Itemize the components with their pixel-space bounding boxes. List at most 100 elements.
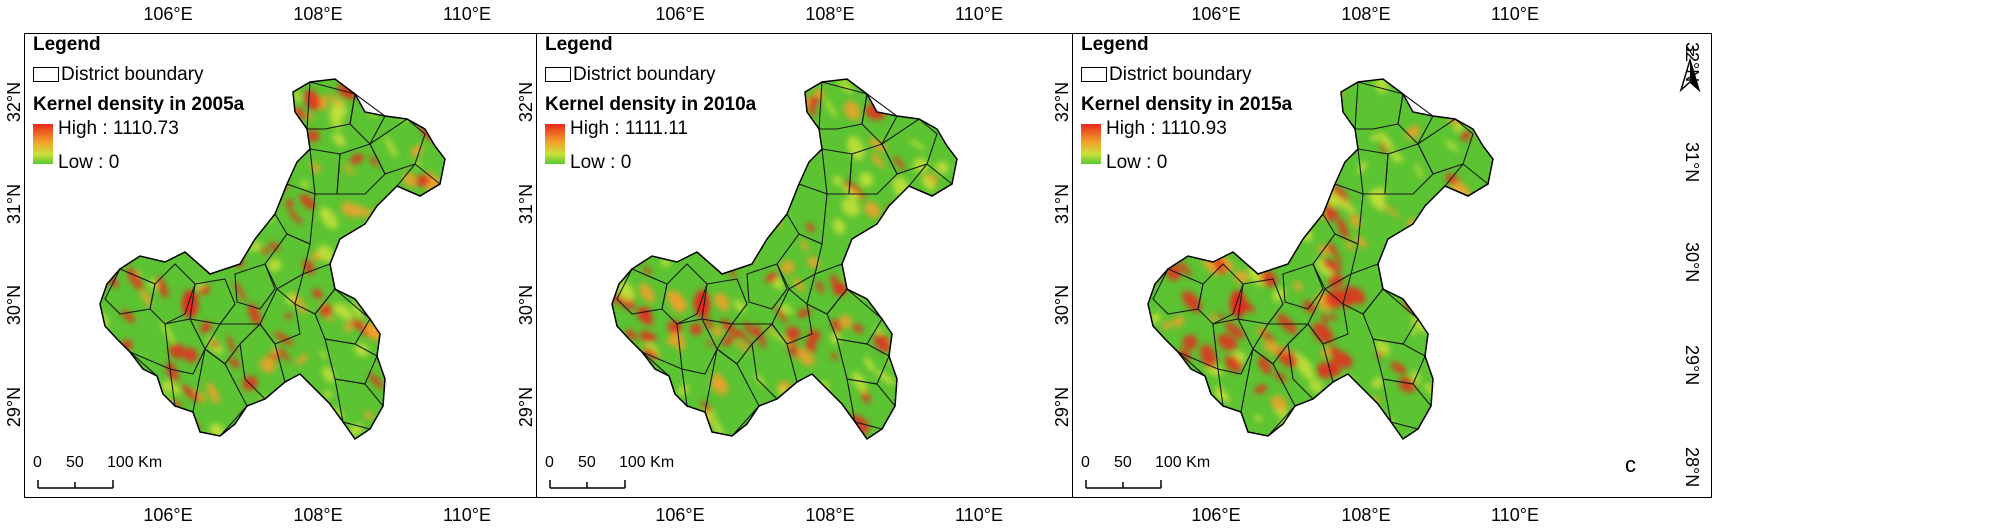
district-boundary — [349, 93, 386, 145]
density-patch — [1440, 419, 1457, 439]
density-patch — [938, 303, 950, 316]
density-patch — [282, 101, 293, 118]
density-patch — [203, 147, 211, 155]
density-patch — [1332, 403, 1351, 419]
district-boundary — [1212, 318, 1254, 375]
density-patch — [935, 161, 949, 175]
scale-label: 0 — [1081, 454, 1090, 471]
density-patch — [815, 280, 825, 293]
district-map — [99, 78, 446, 441]
district-boundary — [746, 263, 788, 310]
density-patch — [947, 209, 957, 225]
density-patch — [1336, 216, 1349, 240]
density-patch — [1448, 266, 1469, 281]
density-patch — [220, 165, 235, 181]
lon-tick-bottom: 106°E — [655, 505, 705, 525]
density-patch — [384, 135, 398, 158]
density-patch — [662, 226, 676, 244]
scale-bar: 0 50 100 Km — [33, 454, 233, 494]
legend-boundary-entry: District boundary — [33, 64, 204, 86]
density-patch — [385, 295, 406, 315]
scale-label: 50 — [1114, 454, 1132, 471]
density-patch — [1171, 239, 1188, 255]
lon-tick-top: 110°E — [955, 4, 1003, 24]
density-patch — [902, 287, 917, 305]
density-patch — [230, 115, 241, 134]
density-patch — [768, 418, 777, 426]
density-patch — [323, 390, 332, 399]
density-patch — [1450, 379, 1463, 390]
density-patch — [945, 338, 957, 360]
density-patch — [1172, 315, 1185, 328]
density-patch — [807, 329, 821, 343]
district-boundary — [1354, 81, 1404, 130]
district-boundary — [234, 263, 276, 310]
lat-tick-left: 32°N — [516, 81, 536, 123]
color-ramp — [33, 124, 53, 164]
density-patch — [243, 197, 259, 220]
density-patch — [734, 340, 750, 353]
density-patch — [1319, 398, 1335, 410]
density-patch — [106, 375, 113, 382]
density-patch — [1305, 159, 1313, 169]
density-patch — [1148, 201, 1162, 219]
density-patch — [1416, 227, 1430, 239]
legend-low-label: Low : 0 — [58, 152, 120, 173]
density-patch — [1334, 250, 1342, 265]
density-patch — [710, 376, 728, 395]
legend-boundary-entry: District boundary — [1081, 64, 1252, 86]
density-patch — [942, 376, 957, 393]
density-patch — [301, 180, 310, 189]
density-patch — [632, 392, 652, 409]
density-patch — [1316, 367, 1326, 380]
density-patch — [612, 378, 625, 389]
density-patch — [832, 218, 846, 235]
density-patch — [1485, 354, 1493, 366]
lon-tick-bottom: 106°E — [143, 505, 193, 525]
density-patch — [241, 201, 255, 220]
legend-box-icon — [1081, 67, 1107, 83]
density-patch — [746, 208, 761, 223]
density-patch — [214, 233, 229, 256]
density-patch — [1398, 376, 1416, 393]
density-patch — [909, 98, 925, 112]
density-patch — [127, 267, 143, 291]
density-patch — [1148, 343, 1157, 352]
density-patch — [119, 381, 133, 405]
density-patch — [934, 327, 953, 348]
lon-tick-bottom: 110°E — [955, 505, 1003, 525]
density-patch — [734, 299, 746, 313]
density-patch — [402, 258, 421, 283]
density-patch — [221, 179, 237, 194]
density-patch — [1315, 258, 1333, 277]
density-patch — [915, 423, 930, 439]
density-patch — [1479, 101, 1493, 118]
legend-density-title: Kernel density in 2010a — [545, 94, 757, 115]
density-patch — [1408, 278, 1424, 294]
density-patch — [771, 331, 792, 346]
lon-tick-top: 106°E — [655, 4, 705, 24]
density-patch — [852, 371, 868, 394]
density-patch — [1339, 135, 1355, 152]
lat-tick-right: 31°N — [1682, 142, 1702, 183]
district-boundary — [1397, 93, 1434, 145]
density-patch — [292, 293, 307, 315]
density-patch — [200, 321, 212, 334]
density-patch — [756, 417, 774, 434]
lon-tick-top: 106°E — [143, 4, 193, 24]
density-patch — [707, 340, 713, 347]
density-patch — [890, 424, 905, 437]
density-patch — [1426, 242, 1441, 256]
density-patch — [406, 363, 422, 388]
district-boundary — [1152, 268, 1204, 315]
density-patch — [341, 201, 357, 217]
lon-tick-top: 106°E — [1191, 4, 1241, 24]
density-patch — [761, 96, 772, 106]
density-patch — [1309, 379, 1324, 393]
density-patch — [280, 403, 292, 413]
legend-boundary-label: District boundary — [1109, 64, 1252, 85]
density-patch — [660, 196, 675, 217]
density-patch — [432, 271, 444, 284]
density-patch — [839, 314, 852, 329]
density-patch — [1216, 312, 1225, 320]
